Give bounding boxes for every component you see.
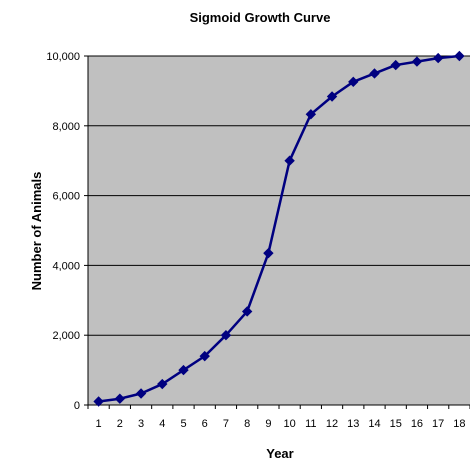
- data-point: [432, 52, 444, 64]
- y-tick-label: 0: [74, 400, 80, 412]
- x-tick-label: 7: [223, 418, 229, 430]
- data-point: [114, 393, 126, 404]
- x-tick-label: 12: [326, 418, 338, 430]
- x-tick-label: 9: [265, 418, 271, 430]
- y-tick-label: 4,000: [52, 260, 80, 272]
- data-point: [93, 396, 104, 407]
- x-tick-label: 11: [305, 418, 316, 430]
- x-tick-label: 8: [244, 418, 250, 430]
- x-tick-label: 10: [283, 418, 295, 430]
- data-point: [157, 378, 168, 390]
- data-point: [178, 364, 189, 376]
- y-tick-label: 8,000: [52, 121, 80, 133]
- data-point: [369, 68, 380, 79]
- data-point: [348, 76, 359, 88]
- x-tick-label: 6: [202, 418, 208, 430]
- x-tick-label: 15: [390, 418, 402, 430]
- data-point: [263, 247, 274, 259]
- y-tick-label: 6,000: [52, 191, 80, 203]
- x-tick-label: 1: [96, 418, 102, 430]
- x-tick-label: 13: [347, 418, 359, 430]
- plot-area: [88, 56, 470, 405]
- data-point: [305, 109, 317, 120]
- data-point: [199, 350, 210, 362]
- y-axis-label: Number of Animals: [29, 172, 44, 291]
- x-tick-label: 16: [411, 418, 423, 430]
- data-point: [135, 388, 147, 399]
- x-tick-label: 4: [159, 418, 165, 430]
- x-axis-label: Year: [266, 446, 293, 461]
- x-tick-label: 17: [432, 418, 444, 430]
- y-tick-label: 2,000: [52, 330, 80, 342]
- x-tick-label: 3: [138, 418, 144, 430]
- chart-title: Sigmoid Growth Curve: [190, 10, 331, 25]
- data-point: [411, 56, 423, 67]
- x-tick-label: 5: [180, 418, 186, 430]
- x-tick-label: 14: [368, 418, 380, 430]
- data-point: [454, 50, 465, 62]
- data-point: [390, 59, 401, 71]
- data-point: [241, 306, 253, 317]
- data-point: [326, 91, 338, 102]
- y-tick-label: 10,000: [46, 51, 80, 63]
- x-tick-label: 2: [117, 418, 123, 430]
- x-tick-label: 18: [453, 418, 465, 430]
- data-point: [284, 155, 295, 166]
- data-point: [220, 329, 232, 341]
